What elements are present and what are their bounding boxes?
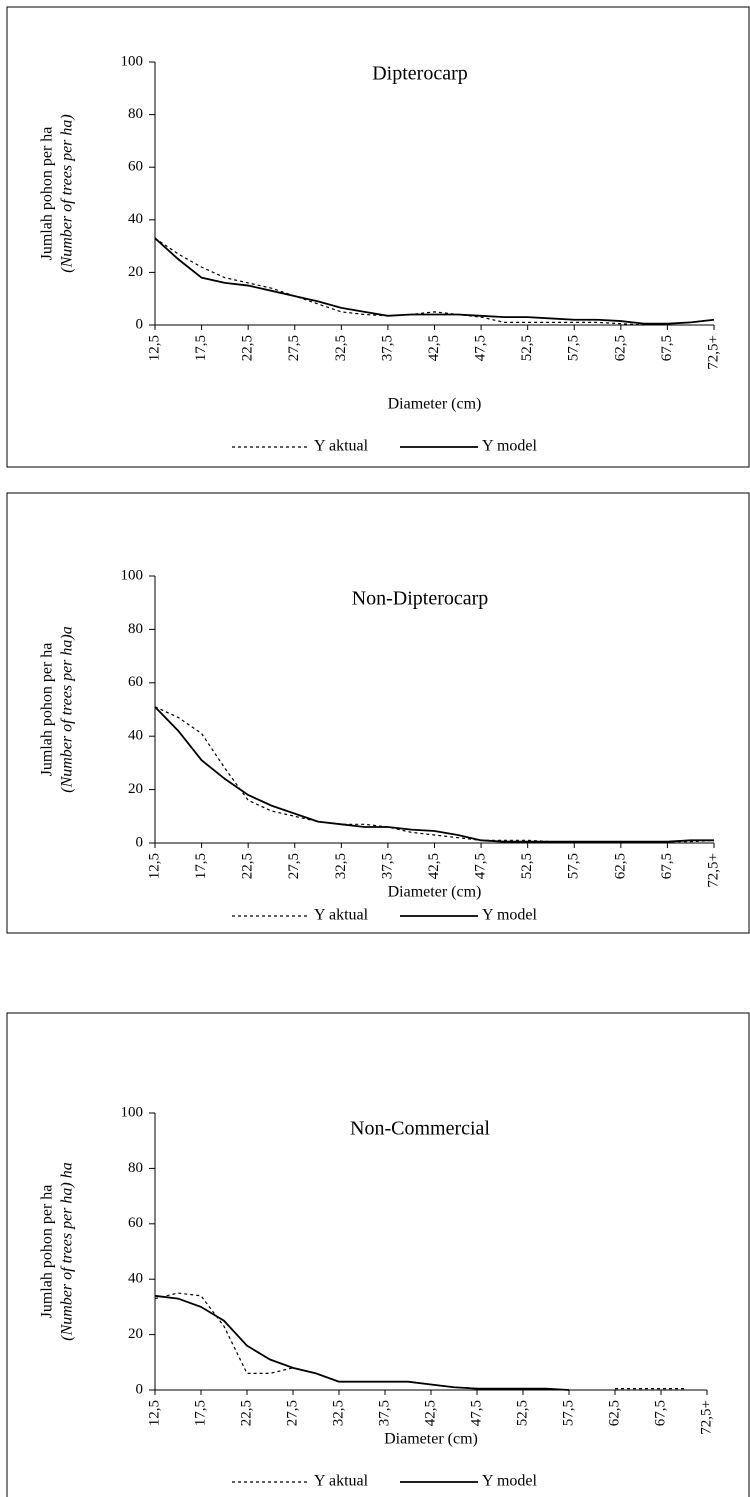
frame [6,492,750,934]
series-line [154,1294,570,1391]
legend-label: Y aktual [314,1473,369,1490]
series-line [154,237,715,326]
x-tick-label: 12,5 [146,1400,162,1426]
x-tick-label: 22,5 [240,853,256,879]
x-tick-label: 57,5 [566,853,582,879]
x-tick-label: 32,5 [333,853,349,879]
y-tick-label: 40 [128,211,143,227]
y-tick-label: 80 [128,106,143,122]
y-axis-label: (Number of trees per ha)a [59,626,76,793]
y-axis-label: (Number of trees per ha) ha [59,1162,76,1341]
x-tick-label: 72,5+ [698,1400,714,1435]
x-tick-label: 47,5 [473,335,489,361]
y-tick-label: 100 [121,1104,144,1120]
x-tick-label: 22,5 [238,1400,254,1426]
x-tick-label: 12,5 [146,335,162,361]
y-axis-label: Jumlah pohon per ha [39,127,56,261]
x-tick-label: 27,5 [284,1400,300,1426]
x-tick-label: 72,5+ [705,335,721,370]
chart-title: Non-Commercial [350,1118,490,1140]
y-tick-label: 40 [128,1271,143,1287]
x-tick-label: 22,5 [240,335,256,361]
x-tick-label: 52,5 [514,1400,530,1426]
x-tick-label: 42,5 [426,335,442,361]
x-axis-label: Diameter (cm) [388,396,482,413]
x-tick-label: 47,5 [473,853,489,879]
x-tick-label: 42,5 [422,1400,438,1426]
y-tick-label: 80 [128,621,143,637]
x-tick-label: 17,5 [193,853,209,879]
x-tick-label: 67,5 [652,1400,668,1426]
x-tick-label: 57,5 [560,1400,576,1426]
y-tick-label: 80 [128,1160,143,1176]
y-tick-label: 100 [121,567,144,583]
y-tick-label: 60 [128,674,143,690]
series-line [154,1292,546,1390]
y-tick-label: 100 [121,53,144,69]
y-tick-label: 0 [136,1381,144,1397]
x-tick-label: 57,5 [566,335,582,361]
x-tick-label: 27,5 [286,853,302,879]
legend-label: Y model [482,1473,538,1490]
series-line [154,706,714,843]
chart-title: Non-Dipterocarp [352,588,489,610]
x-tick-label: 12,5 [146,853,162,879]
x-tick-label: 62,5 [612,335,628,361]
x-tick-label: 27,5 [286,335,302,361]
legend-label: Y aktual [314,438,369,455]
x-tick-label: 17,5 [192,1400,208,1426]
y-tick-label: 0 [136,834,144,850]
x-tick-label: 72,5+ [705,853,721,888]
legend-label: Y aktual [314,907,369,924]
y-axis-label: Jumlah pohon per ha [39,1185,56,1319]
x-tick-label: 37,5 [379,853,395,879]
x-tick-label: 37,5 [376,1400,392,1426]
y-tick-label: 60 [128,1215,143,1231]
y-axis-label: Jumlah pohon per ha [39,643,56,777]
x-tick-label: 32,5 [330,1400,346,1426]
frame [6,1012,750,1497]
x-tick-label: 52,5 [519,853,535,879]
y-axis-label: (Number of trees per ha) [59,114,76,273]
x-axis-label: Diameter (cm) [388,884,482,901]
legend-label: Y model [482,907,538,924]
x-axis-label: Diameter (cm) [384,1431,478,1448]
x-tick-label: 67,5 [659,853,675,879]
x-tick-label: 37,5 [379,335,395,361]
chart-title: Dipterocarp [372,63,468,85]
x-tick-label: 42,5 [426,853,442,879]
x-tick-label: 62,5 [606,1400,622,1426]
x-tick-label: 32,5 [333,335,349,361]
frame [6,6,750,468]
series-line [154,237,715,325]
x-tick-label: 52,5 [519,335,535,361]
y-tick-label: 0 [136,316,144,332]
x-tick-label: 47,5 [468,1400,484,1426]
series-line [154,706,715,843]
x-tick-label: 17,5 [193,335,209,361]
y-tick-label: 20 [128,1326,143,1342]
legend-label: Y model [482,438,538,455]
y-tick-label: 60 [128,159,143,175]
x-tick-label: 62,5 [612,853,628,879]
y-tick-label: 20 [128,264,143,280]
y-tick-label: 40 [128,728,143,744]
x-tick-label: 67,5 [659,335,675,361]
y-tick-label: 20 [128,781,143,797]
